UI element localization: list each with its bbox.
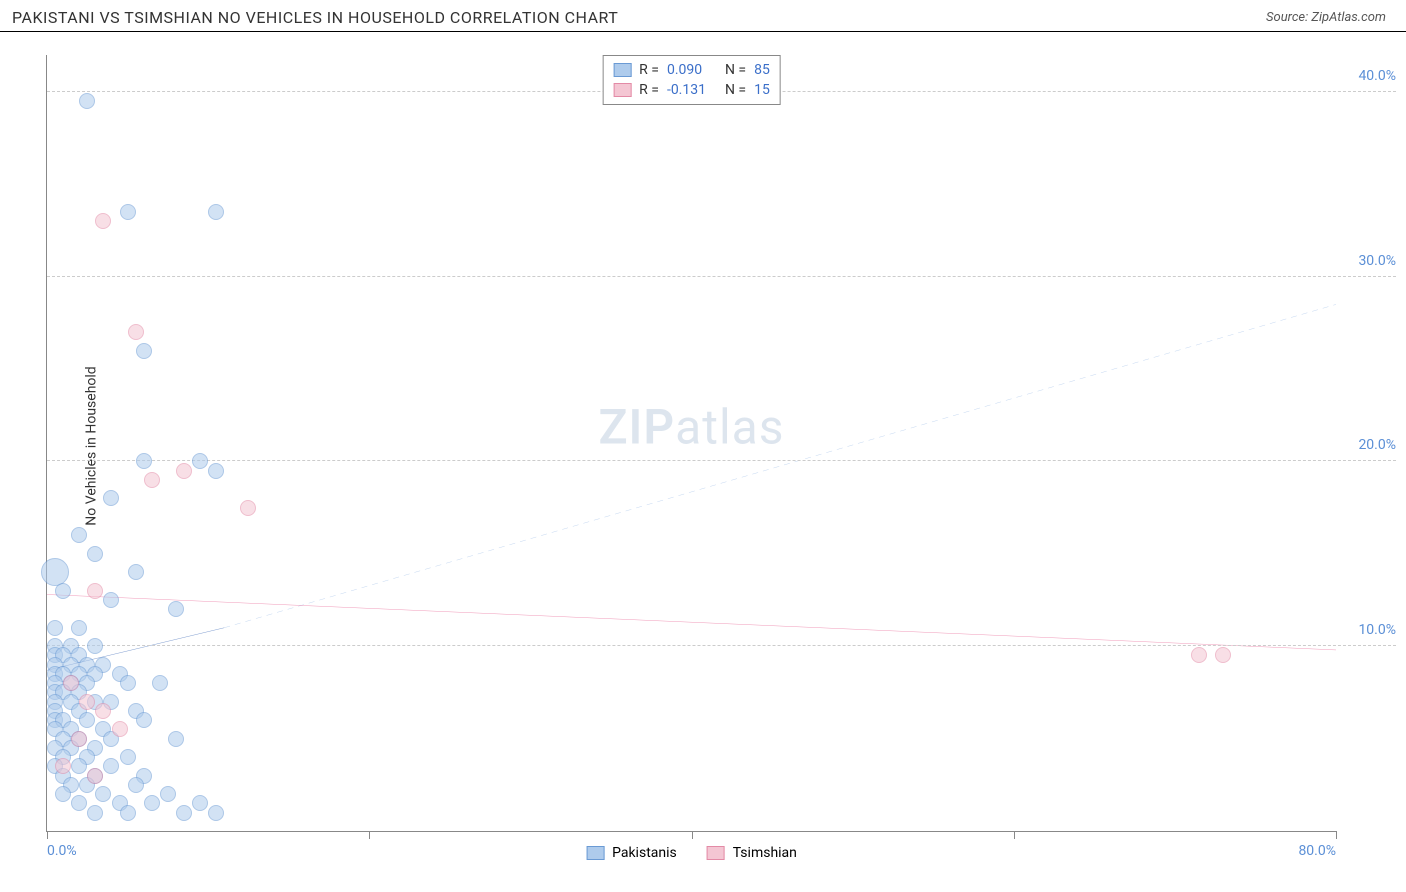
data-point bbox=[103, 758, 119, 774]
data-point bbox=[192, 795, 208, 811]
data-point bbox=[55, 786, 71, 802]
data-point bbox=[144, 472, 160, 488]
data-point bbox=[95, 786, 111, 802]
x-tick-label: 80.0% bbox=[1298, 843, 1336, 859]
data-point bbox=[71, 620, 87, 636]
data-point bbox=[176, 463, 192, 479]
y-tick-label: 40.0% bbox=[1341, 68, 1396, 84]
y-tick-label: 30.0% bbox=[1341, 253, 1396, 269]
x-tick bbox=[369, 831, 370, 839]
data-point bbox=[176, 805, 192, 821]
data-point bbox=[87, 638, 103, 654]
data-point bbox=[128, 777, 144, 793]
data-point bbox=[95, 703, 111, 719]
data-point bbox=[71, 527, 87, 543]
data-point bbox=[168, 601, 184, 617]
legend-stats-row: R = -0.131 N = 15 bbox=[613, 80, 770, 100]
legend-series-item: Tsimshian bbox=[707, 845, 797, 861]
data-point bbox=[55, 583, 71, 599]
data-point bbox=[136, 343, 152, 359]
chart-plot-area: ZIPatlas 10.0%20.0%30.0%40.0%0.0%80.0%R … bbox=[46, 55, 1336, 832]
legend-swatch bbox=[613, 63, 631, 77]
chart-header: PAKISTANI VS TSIMSHIAN NO VEHICLES IN HO… bbox=[0, 0, 1406, 32]
legend-n-value: 15 bbox=[754, 82, 770, 98]
legend-r-label: R = bbox=[639, 62, 659, 78]
data-point bbox=[152, 675, 168, 691]
data-point bbox=[63, 675, 79, 691]
data-point bbox=[79, 712, 95, 728]
data-point bbox=[136, 712, 152, 728]
legend-swatch bbox=[707, 846, 725, 860]
gridline bbox=[47, 460, 1396, 461]
legend-n-label: N = bbox=[725, 82, 746, 98]
legend-stats: R = 0.090 N = 85 R = -0.131 N = 15 bbox=[602, 55, 781, 105]
legend-series-item: Pakistanis bbox=[586, 845, 677, 861]
data-point bbox=[103, 490, 119, 506]
data-point bbox=[71, 731, 87, 747]
data-point bbox=[87, 805, 103, 821]
x-tick-label: 0.0% bbox=[47, 843, 77, 859]
legend-r-label: R = bbox=[639, 82, 659, 98]
data-point bbox=[144, 795, 160, 811]
data-point bbox=[1215, 647, 1231, 663]
data-point bbox=[120, 204, 136, 220]
trend-lines bbox=[47, 55, 1336, 831]
y-tick-label: 20.0% bbox=[1341, 437, 1396, 453]
data-point bbox=[128, 564, 144, 580]
data-point bbox=[192, 453, 208, 469]
legend-swatch bbox=[586, 846, 604, 860]
data-point bbox=[79, 694, 95, 710]
data-point bbox=[95, 213, 111, 229]
data-point bbox=[112, 721, 128, 737]
data-point bbox=[47, 620, 63, 636]
legend-n-label: N = bbox=[725, 62, 746, 78]
data-point bbox=[87, 583, 103, 599]
legend-r-value: 0.090 bbox=[667, 62, 717, 78]
legend-r-value: -0.131 bbox=[667, 82, 717, 98]
legend-stats-row: R = 0.090 N = 85 bbox=[613, 60, 770, 80]
data-point bbox=[208, 463, 224, 479]
data-point bbox=[71, 795, 87, 811]
watermark: ZIPatlas bbox=[598, 399, 784, 456]
chart-source: Source: ZipAtlas.com bbox=[1266, 10, 1386, 25]
x-tick bbox=[1014, 831, 1015, 839]
data-point bbox=[208, 204, 224, 220]
x-tick bbox=[692, 831, 693, 839]
data-point bbox=[168, 731, 184, 747]
data-point bbox=[240, 500, 256, 516]
data-point bbox=[128, 324, 144, 340]
data-point bbox=[87, 546, 103, 562]
x-tick bbox=[1336, 831, 1337, 839]
data-point bbox=[136, 453, 152, 469]
data-point bbox=[103, 592, 119, 608]
data-point bbox=[120, 675, 136, 691]
data-point bbox=[1191, 647, 1207, 663]
legend-n-value: 85 bbox=[754, 62, 770, 78]
gridline bbox=[47, 645, 1396, 646]
data-point bbox=[120, 749, 136, 765]
data-point bbox=[208, 805, 224, 821]
x-tick bbox=[47, 831, 48, 839]
legend-series-label: Tsimshian bbox=[733, 845, 797, 861]
legend-series: Pakistanis Tsimshian bbox=[586, 845, 797, 861]
data-point bbox=[160, 786, 176, 802]
data-point bbox=[79, 93, 95, 109]
legend-swatch bbox=[613, 83, 631, 97]
legend-series-label: Pakistanis bbox=[612, 845, 677, 861]
gridline bbox=[47, 276, 1396, 277]
chart-title: PAKISTANI VS TSIMSHIAN NO VEHICLES IN HO… bbox=[12, 8, 618, 27]
y-tick-label: 10.0% bbox=[1341, 622, 1396, 638]
data-point bbox=[55, 758, 71, 774]
data-point bbox=[87, 768, 103, 784]
data-point bbox=[71, 758, 87, 774]
data-point bbox=[120, 805, 136, 821]
